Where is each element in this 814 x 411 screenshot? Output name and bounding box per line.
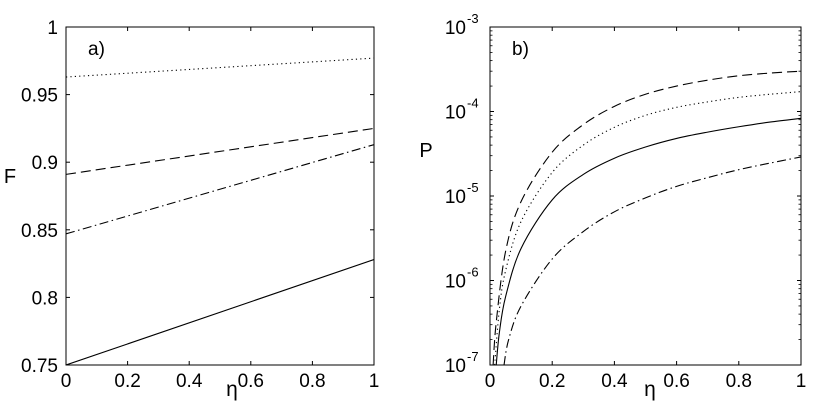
y-tick-label-exponent: -7 — [467, 349, 479, 364]
x-tick-label: 0.2 — [114, 371, 140, 392]
series-line-dashdot — [66, 144, 374, 235]
y-axis-label: F — [4, 166, 16, 188]
y-tick-label: 1 — [47, 18, 58, 39]
x-tick-label: 0 — [485, 371, 496, 392]
x-tick-label: 1 — [369, 371, 380, 392]
series-line-dotted — [66, 57, 374, 78]
x-tick-label: 0.2 — [539, 371, 565, 392]
x-tick-label: 0.6 — [663, 371, 689, 392]
y-tick-label: 10 — [445, 272, 466, 293]
plot-frame — [65, 26, 375, 366]
series-line-dotted — [494, 91, 801, 365]
x-tick-label: 0 — [61, 371, 72, 392]
series-group — [492, 70, 801, 365]
x-axis-label: η — [226, 378, 238, 401]
series-line-dashdot — [503, 156, 801, 365]
series-line-dashed — [492, 70, 801, 365]
y-tick-label-exponent: -6 — [467, 265, 479, 280]
x-tick-label: 0.8 — [726, 371, 752, 392]
y-tick-label: 0.85 — [21, 221, 58, 242]
y-tick-label: 10 — [445, 103, 466, 124]
series-group — [66, 57, 374, 365]
panel-a-fidelity-chart: 0 0.2 0.4 0.6 0.8 1 0.75 0.8 0.85 0.9 0.95 1 Fη a) — [4, 18, 379, 401]
y-tick-label: 0.95 — [21, 86, 58, 107]
x-tick-label: 0.4 — [601, 371, 628, 392]
y-tick-label: 10 — [445, 187, 466, 208]
x-axis-label: η — [644, 378, 656, 401]
x-tick-label: 0.8 — [299, 371, 325, 392]
series-line-solid — [66, 259, 374, 365]
y-tick-label: 0.9 — [32, 153, 58, 174]
x-tick-label: 0.4 — [176, 371, 203, 392]
y-tick-label-exponent: -3 — [467, 11, 479, 26]
series-line-dashed — [66, 127, 374, 175]
panel-label: b) — [512, 39, 529, 60]
y-axis-label: P — [419, 140, 432, 162]
y-tick-label: 10 — [445, 356, 466, 377]
y-tick-label-exponent: -5 — [467, 180, 479, 195]
plot-frame — [489, 26, 802, 366]
x-tick-label: 1 — [796, 371, 807, 392]
panel-label: a) — [88, 39, 105, 60]
x-tick-label: 0.6 — [238, 371, 264, 392]
y-tick-label: 10 — [445, 18, 466, 39]
y-tick-label-exponent: -4 — [467, 96, 479, 111]
y-tick-label: 0.8 — [32, 288, 58, 309]
series-line-solid — [495, 117, 801, 365]
y-tick-label: 0.75 — [21, 356, 58, 377]
